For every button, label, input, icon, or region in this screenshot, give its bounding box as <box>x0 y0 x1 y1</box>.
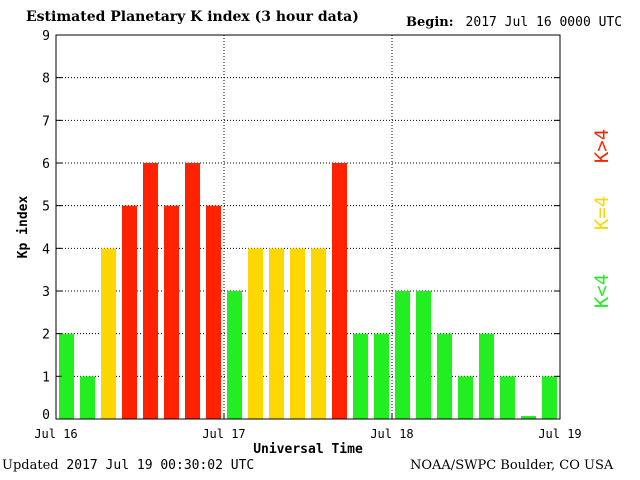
legend-item: K=4 <box>591 196 613 230</box>
y-tick-label: 1 <box>42 370 50 385</box>
kp-bar <box>80 376 95 419</box>
x-tick-label: Jul 17 <box>202 427 245 441</box>
x-tick-label: Jul 18 <box>370 427 413 441</box>
chart-title: Estimated Planetary K index (3 hour data… <box>26 9 359 25</box>
updated-info: Updated 2017 Jul 19 00:30:02 UTC <box>2 458 254 473</box>
kp-bar <box>143 163 158 419</box>
y-tick-label: 5 <box>42 200 50 215</box>
kp-bar <box>500 376 515 419</box>
kp-bar <box>479 333 494 419</box>
kp-bar <box>206 205 221 419</box>
kp-bar <box>290 248 305 419</box>
legend-item: K<4 <box>591 274 613 308</box>
kp-bar <box>248 248 263 419</box>
updated-label: Updated <box>2 458 59 473</box>
kp-bar <box>374 333 389 419</box>
y-tick-label: 8 <box>42 72 50 87</box>
y-tick-label: 7 <box>42 114 50 129</box>
kp-bar <box>395 291 410 419</box>
y-tick-label: 3 <box>42 285 50 300</box>
kp-bar <box>164 205 179 419</box>
kp-bar <box>353 333 368 419</box>
legend-item: K>4 <box>591 129 613 163</box>
plot-frame <box>55 34 561 420</box>
kp-bar <box>416 291 431 419</box>
x-tick-label: Jul 16 <box>34 427 77 441</box>
kp-bar <box>311 248 326 419</box>
kp-bar <box>227 291 242 419</box>
y-tick-label: 2 <box>42 328 50 343</box>
begin-value: 2017 Jul 16 0000 UTC <box>465 15 623 30</box>
y-tick-label: 0 <box>42 408 50 423</box>
x-tick-label: Jul 19 <box>538 427 581 441</box>
updated-value: 2017 Jul 19 00:30:02 UTC <box>66 458 255 473</box>
kp-bar <box>458 376 473 419</box>
kp-bar <box>542 376 557 419</box>
x-axis-label: Universal Time <box>253 442 363 457</box>
begin-info: Begin: 2017 Jul 16 0000 UTC <box>406 15 622 30</box>
kp-bar <box>521 416 536 419</box>
kp-bar <box>332 163 347 419</box>
kp-bar <box>122 205 137 419</box>
kp-bar <box>437 333 452 419</box>
y-tick-label: 4 <box>42 242 50 257</box>
kp-bar <box>185 163 200 419</box>
y-tick-label: 9 <box>42 29 50 44</box>
y-axis-label: Kp index <box>16 196 31 259</box>
begin-label: Begin: <box>406 15 454 30</box>
y-tick-label: 6 <box>42 157 50 172</box>
kp-bar <box>59 333 74 419</box>
kp-bar <box>101 248 116 419</box>
credit-text: NOAA/SWPC Boulder, CO USA <box>410 458 614 473</box>
kp-bar <box>269 248 284 419</box>
